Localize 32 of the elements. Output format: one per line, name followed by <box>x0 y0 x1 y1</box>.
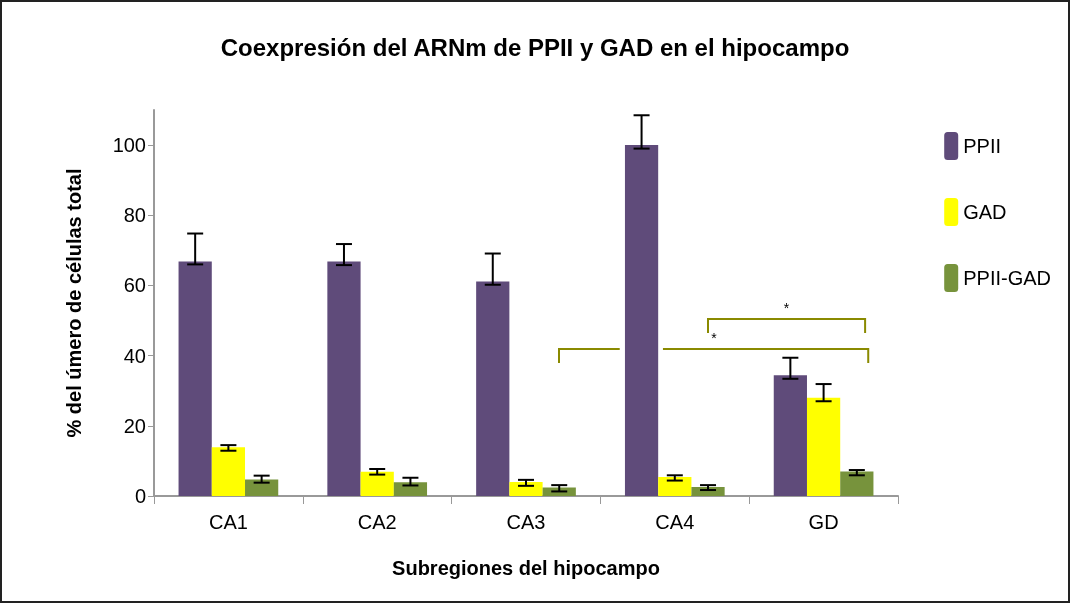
legend-label: PPII <box>963 135 1001 157</box>
y-tick-label: 60 <box>123 274 146 297</box>
x-tick-label: CA2 <box>357 511 397 533</box>
bar <box>476 281 510 496</box>
bar <box>840 471 874 496</box>
annotation: * <box>783 300 790 317</box>
chart-title: Coexpresión del ARNm de PPII y GAD en el hipocampo <box>220 33 850 61</box>
legend-label: GAD <box>963 201 1007 223</box>
bar <box>624 145 659 496</box>
bar <box>211 447 246 496</box>
y-tick-label: 0 <box>134 485 146 507</box>
bar <box>509 481 543 496</box>
y-tick-label: 100 <box>112 134 146 157</box>
bar <box>393 482 428 496</box>
x-tick-label: CA1 <box>208 511 248 533</box>
y-tick-label: 40 <box>123 344 146 367</box>
bar <box>360 471 394 496</box>
bar <box>806 397 841 496</box>
bar <box>245 479 279 496</box>
x-tick-label: CA3 <box>506 511 546 533</box>
y-tick-label: 20 <box>123 414 146 437</box>
x-tick-label: CA4 <box>655 511 695 533</box>
bar <box>178 261 212 496</box>
y-axis-title: % del úmero de células total <box>63 168 85 438</box>
bar <box>327 261 361 496</box>
x-tick-label: GD <box>808 511 839 533</box>
y-tick-label: 80 <box>123 204 146 227</box>
x-axis-title: Subregiones del hipocampo <box>392 557 660 579</box>
bar <box>658 477 692 496</box>
legend-label: PPII-GAD <box>963 267 1051 289</box>
annotation: * <box>711 330 718 347</box>
bar <box>773 375 807 496</box>
